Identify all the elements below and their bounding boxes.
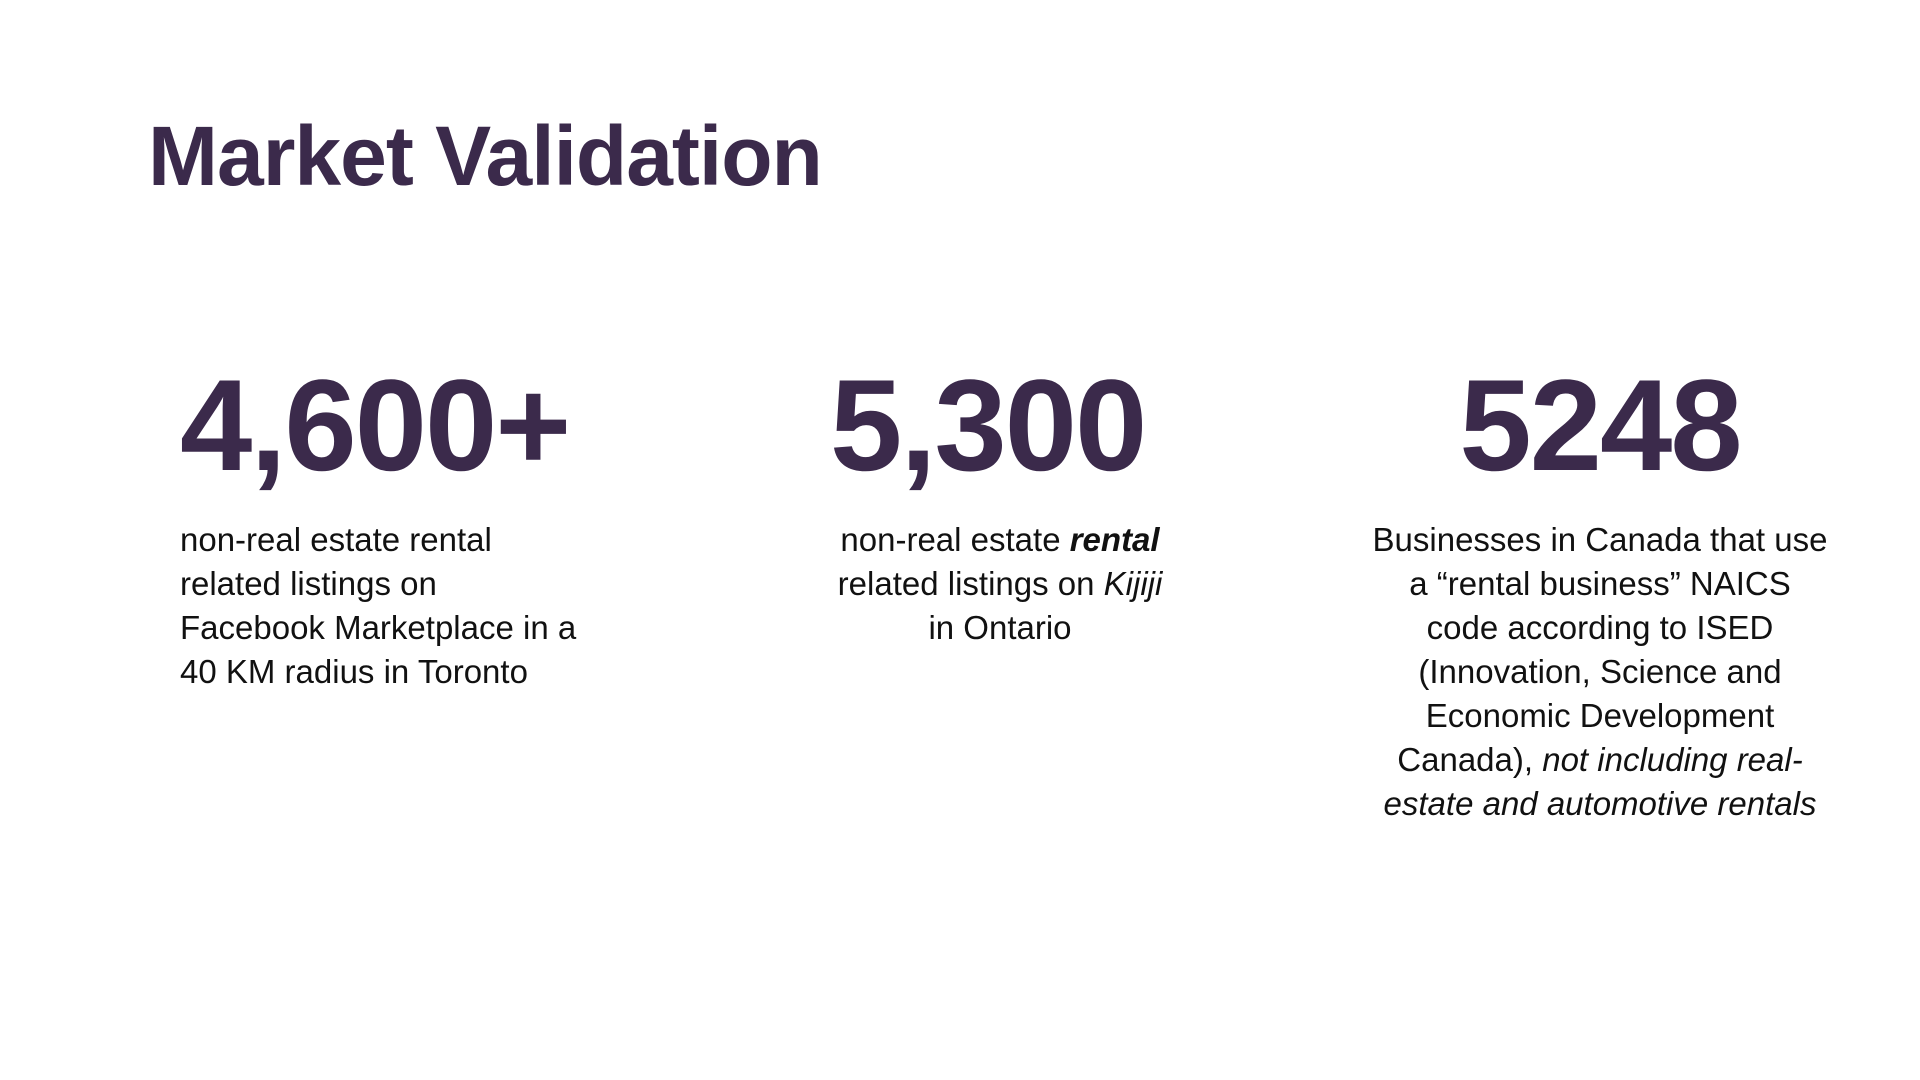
stat-text: related listings on	[837, 565, 1104, 602]
stat-description-line: Facebook Marketplace in a	[180, 609, 577, 646]
stat-number: 4,600+	[180, 352, 571, 498]
stat-number: 5,300	[830, 352, 1147, 498]
slide-title: Market Validation	[148, 109, 823, 203]
stat-kijiji-listings: 5,300 non-real estate rental related lis…	[800, 360, 1200, 650]
stat-description: non-real estate rental related listings …	[800, 518, 1200, 650]
stat-number: 5248	[1459, 352, 1742, 498]
stat-italic-text: not including real-estate and automotive…	[1383, 741, 1817, 822]
stat-canada-businesses: 5248 Businesses in Canada that use a “re…	[1370, 360, 1830, 826]
stat-emphasis-text: rental	[1069, 521, 1160, 558]
stat-facebook-listings: 4,600+ non-real estate rental related li…	[180, 360, 640, 694]
stat-description: non-real estate rental related listings …	[180, 518, 640, 694]
stat-description-line: non-real estate rental	[800, 518, 1200, 562]
stat-description-line: in Ontario	[928, 609, 1072, 646]
stat-description-line: non-real estate rental	[180, 521, 492, 558]
stat-description-line: 40 KM radius in Toronto	[180, 653, 528, 690]
stat-description: Businesses in Canada that use a “rental …	[1370, 518, 1830, 826]
stat-description-line: related listings on	[180, 565, 437, 602]
stat-text: non-real estate	[840, 521, 1070, 558]
stat-description-line: related listings on Kijiji	[800, 562, 1200, 606]
stat-text: Businesses in Canada that use a “rental …	[1372, 521, 1828, 778]
stat-platform-text: Kijiji	[1103, 565, 1163, 602]
